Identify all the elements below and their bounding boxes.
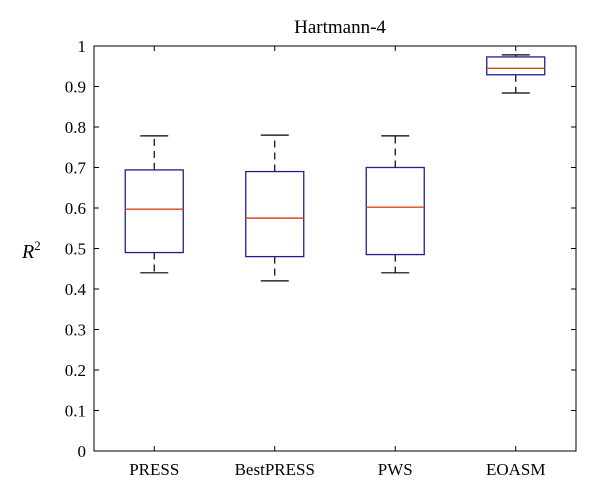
y-tick-label: 0.3 [65,321,86,340]
y-tick-label: 0.8 [65,118,86,137]
y-tick-label: 0 [78,442,87,461]
interquartile-box [245,170,305,258]
y-tick-label: 0.9 [65,78,86,97]
chart-title: Hartmann-4 [294,17,386,38]
box-eoasm [486,54,546,94]
x-tick-label: BestPRESS [235,460,315,479]
interquartile-box [486,56,546,76]
x-axis: PRESS BestPRESS PWS EOASM [129,46,546,479]
y-axis-label-main: R [21,241,34,263]
interquartile-box [124,169,184,254]
box-press [124,135,184,274]
y-tick-label: 0.4 [65,280,87,299]
box-series [124,54,546,282]
plot-area-frame [93,45,577,452]
y-tick-label: 0.7 [65,159,87,178]
y-axis-label-superscript: 2 [34,238,41,253]
y-tick-label: 1 [78,37,87,56]
y-tick-label: 0.2 [65,361,86,380]
box-pws [365,135,425,274]
x-tick-label: PWS [378,460,413,479]
x-tick-label: EOASM [486,460,546,479]
y-tick-label: 0.6 [65,199,86,218]
y-axis: 0 0.1 0.2 0.3 0.4 0.5 0.6 0.7 0.8 0.9 1 [65,37,576,461]
y-tick-label: 0.1 [65,402,86,421]
y-tick-label: 0.5 [65,240,86,259]
box-bestpress [245,134,305,282]
x-tick-label: PRESS [129,460,179,479]
y-axis-label: R2 [21,238,41,263]
interquartile-box [365,166,425,256]
